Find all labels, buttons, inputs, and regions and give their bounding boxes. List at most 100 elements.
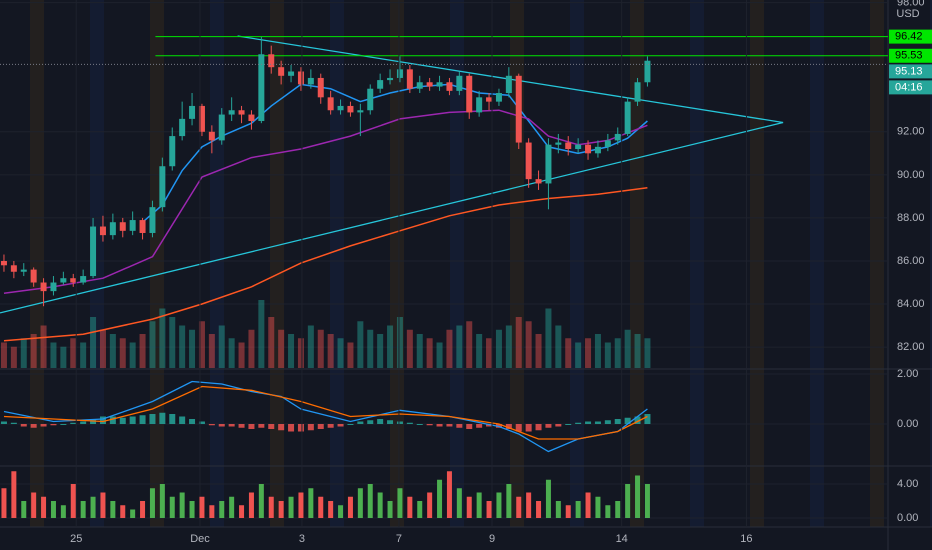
candle-body: [486, 97, 493, 102]
macd-histogram-bar: [258, 424, 265, 428]
macd-histogram-bar: [357, 421, 364, 424]
candle-body: [60, 278, 67, 283]
bar: [248, 492, 254, 518]
candle-body: [565, 142, 572, 150]
y-tick-label: 86.00: [897, 255, 925, 267]
volume-bar: [70, 338, 77, 368]
last-price-label: 95.13: [895, 65, 923, 77]
volume-bar: [307, 325, 314, 368]
bar: [80, 500, 86, 518]
volume-bar: [555, 325, 562, 368]
line-series: [3, 385, 648, 440]
bar: [625, 483, 631, 518]
candle-body: [604, 140, 611, 147]
volume-bar: [466, 321, 473, 368]
session-band: [930, 0, 932, 527]
bar: [189, 500, 195, 518]
candle-body: [585, 144, 592, 154]
macd-histogram-bar: [109, 416, 116, 424]
x-tick-label: 16: [740, 533, 752, 545]
price-label-box: [889, 29, 932, 44]
volume-bar: [446, 329, 453, 368]
volume-bar: [624, 329, 631, 368]
volume-bar: [426, 338, 433, 368]
bar: [328, 500, 334, 518]
bar: [130, 509, 136, 518]
volume-bar: [515, 317, 522, 368]
y-tick-label: 82.00: [897, 341, 925, 353]
bar: [209, 505, 215, 518]
y-tick-label: 0.00: [897, 512, 918, 524]
candle-body: [377, 80, 384, 89]
macd-histogram-bar: [179, 416, 186, 424]
volume-bar: [337, 338, 344, 368]
bar: [268, 496, 274, 518]
volume-bar: [604, 342, 611, 368]
macd-histogram-bar: [278, 424, 285, 431]
macd-histogram-bar: [614, 419, 621, 424]
macd-histogram-bar: [486, 424, 493, 427]
volume-bar: [416, 334, 423, 368]
macd-histogram-bar: [238, 424, 245, 428]
candle-body: [278, 67, 285, 76]
bar: [60, 505, 66, 518]
macd-histogram-bar: [317, 424, 324, 429]
bar: [258, 483, 264, 518]
macd-histogram-bar: [446, 424, 453, 427]
macd-histogram-bar: [228, 424, 235, 427]
bar: [417, 500, 423, 518]
macd-histogram-bar: [347, 424, 354, 425]
bar: [437, 479, 443, 518]
volume-bar: [139, 334, 146, 368]
x-tick-label: 3: [299, 533, 305, 545]
bar: [308, 488, 314, 518]
candle-body: [40, 282, 47, 292]
volume-bar: [159, 308, 166, 368]
macd-histogram-bar: [80, 421, 87, 424]
candle-body: [406, 69, 413, 89]
macd-histogram-bar: [307, 424, 314, 431]
macd-histogram-bar: [297, 424, 304, 432]
countdown-box: [889, 80, 932, 95]
volume-bar: [80, 342, 87, 368]
line-series: [3, 109, 648, 295]
macd-histogram-bar: [594, 421, 601, 424]
macd-histogram-bar: [10, 422, 17, 424]
candle-body: [476, 97, 483, 113]
volume-bar: [30, 334, 37, 368]
candle-body: [119, 222, 126, 231]
bar: [367, 483, 373, 518]
session-band: [210, 0, 224, 527]
volume-bar: [575, 342, 582, 368]
bar: [140, 500, 146, 518]
candle-body: [50, 282, 57, 292]
candle-body: [198, 105, 205, 132]
volume-bar: [268, 317, 275, 368]
session-band: [810, 0, 824, 527]
volume-bar: [20, 338, 27, 368]
macd-histogram-bar: [327, 424, 334, 428]
candle-body: [248, 114, 255, 122]
bar: [427, 492, 433, 518]
bar: [229, 496, 235, 518]
volume-bar: [149, 321, 156, 368]
volume-bar: [129, 342, 136, 368]
volume-bar: [476, 334, 483, 368]
bar: [100, 492, 106, 518]
bar: [536, 500, 542, 518]
volume-bar: [436, 342, 443, 368]
macd-histogram-bar: [40, 424, 47, 427]
candle-body: [505, 75, 512, 94]
volume-bar: [377, 334, 384, 368]
session-band: [270, 0, 284, 527]
candle-body: [644, 60, 651, 83]
price-label: 95.53: [895, 50, 923, 62]
volume-bar: [396, 317, 403, 368]
candle-body: [297, 71, 304, 85]
volume-bar: [60, 346, 67, 368]
volume-bar: [525, 321, 532, 368]
price-label: 96.42: [895, 31, 923, 43]
volume-bar: [238, 342, 245, 368]
volume-bar: [535, 334, 542, 368]
